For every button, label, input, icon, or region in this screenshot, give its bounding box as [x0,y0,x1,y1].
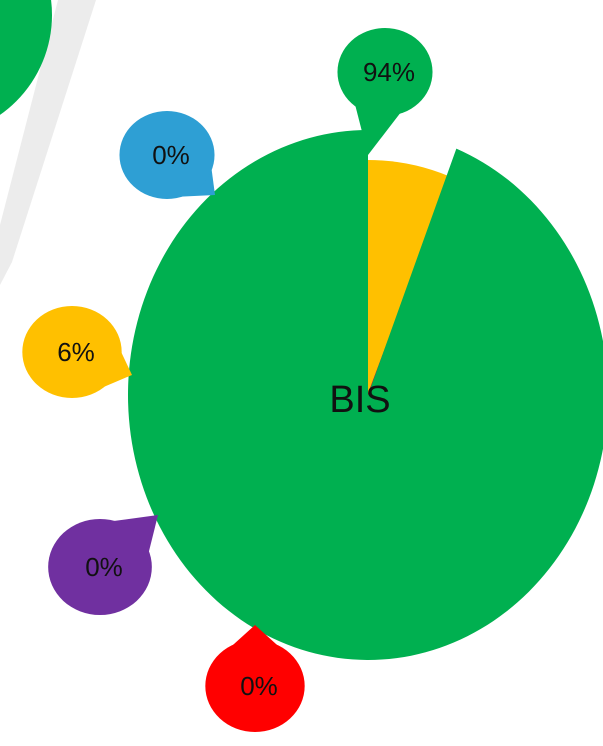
data-label: 0% [240,671,278,701]
callout-bubble [337,28,433,116]
data-label: 0% [85,552,123,582]
callout-bubble [22,306,122,398]
callouts: 6% 0% 0% 0% 94% [22,28,433,732]
slice [368,160,450,395]
decor-circle [0,0,52,115]
data-label: 6% [57,337,95,367]
callout-bubble [119,111,215,199]
callout-bubble [205,640,305,732]
decor-band [0,0,96,285]
callout-tail [230,625,280,647]
pie [128,130,603,660]
data-label: 0% [152,140,190,170]
callout-tail [354,104,401,155]
center-label: BIS [329,379,390,421]
data-label: 94% [363,57,415,87]
slice [128,130,603,660]
callout-bubble [48,519,152,615]
